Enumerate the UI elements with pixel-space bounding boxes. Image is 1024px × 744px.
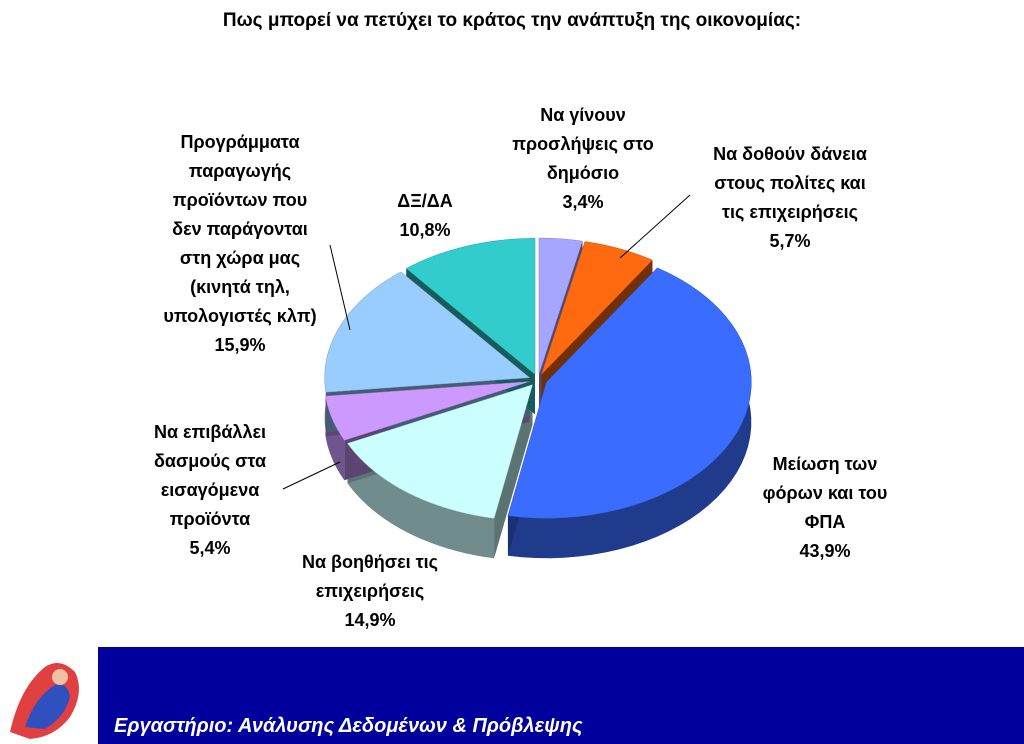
footer-band: Εργαστήριο: Ανάλυσης Δεδομένων & Πρόβλεψ… — [98, 647, 1024, 744]
slice-label: Να βοηθήσει τις επιχειρήσεις 14,9% — [302, 548, 438, 635]
leader-line — [282, 461, 341, 490]
slice — [541, 241, 653, 375]
slice — [538, 237, 583, 375]
slice-label: Μείωση των φόρων και του ΦΠΑ 43,9% — [763, 450, 888, 566]
slice-side — [507, 267, 752, 559]
category-label: Να δοθούν δάνεια στους πολίτες και τις ε… — [713, 144, 867, 222]
slice-label: Προγράμματα παραγωγής προϊόντων που δεν … — [163, 128, 316, 360]
category-label: Μείωση των φόρων και του ΦΠΑ — [762, 454, 888, 532]
value-label: 5,4% — [189, 538, 231, 558]
slice — [347, 384, 533, 519]
category-label: Να βοηθήσει τις επιχειρήσεις — [301, 552, 439, 601]
value-label: 14,9% — [344, 610, 396, 630]
value-label: 10,8% — [399, 220, 451, 240]
leader-line — [329, 244, 351, 331]
slice — [325, 381, 530, 441]
slice-tops — [324, 237, 752, 519]
category-label: Προγράμματα παραγωγής προϊόντων που δεν … — [163, 132, 317, 326]
slice-side — [494, 384, 533, 559]
value-label: 5,7% — [769, 231, 811, 251]
slice-label: Να δοθούν δάνεια στους πολίτες και τις ε… — [713, 140, 867, 256]
category-label: Να επιβάλλει δασμούς στα εισαγόμενα προϊ… — [153, 422, 267, 529]
slice — [507, 267, 752, 519]
footer-text: Εργαστήριο: Ανάλυσης Δεδομένων & Πρόβλεψ… — [114, 715, 583, 737]
slice-label: Να γίνουν προσλήψεις στο δημόσιο 3,4% — [512, 101, 654, 217]
slice — [324, 271, 531, 393]
leader-line — [619, 194, 691, 259]
logo — [0, 647, 98, 744]
category-label: ΔΞ/ΔΑ — [397, 191, 453, 211]
slice-label: Να επιβάλλει δασμούς στα εισαγόμενα προϊ… — [154, 418, 266, 563]
value-label: 43,9% — [799, 541, 851, 561]
value-label: 3,4% — [562, 192, 604, 212]
slice-label: ΔΞ/ΔΑ 10,8% — [397, 187, 452, 245]
slice-side — [347, 443, 495, 559]
value-label: 15,9% — [214, 335, 266, 355]
slice — [405, 238, 536, 375]
chart — [282, 194, 752, 559]
category-label: Να γίνουν προσλήψεις στο δημόσιο — [512, 105, 654, 183]
chart-title: Πως μπορεί να πετύχει το κράτος την ανάπ… — [222, 10, 802, 31]
